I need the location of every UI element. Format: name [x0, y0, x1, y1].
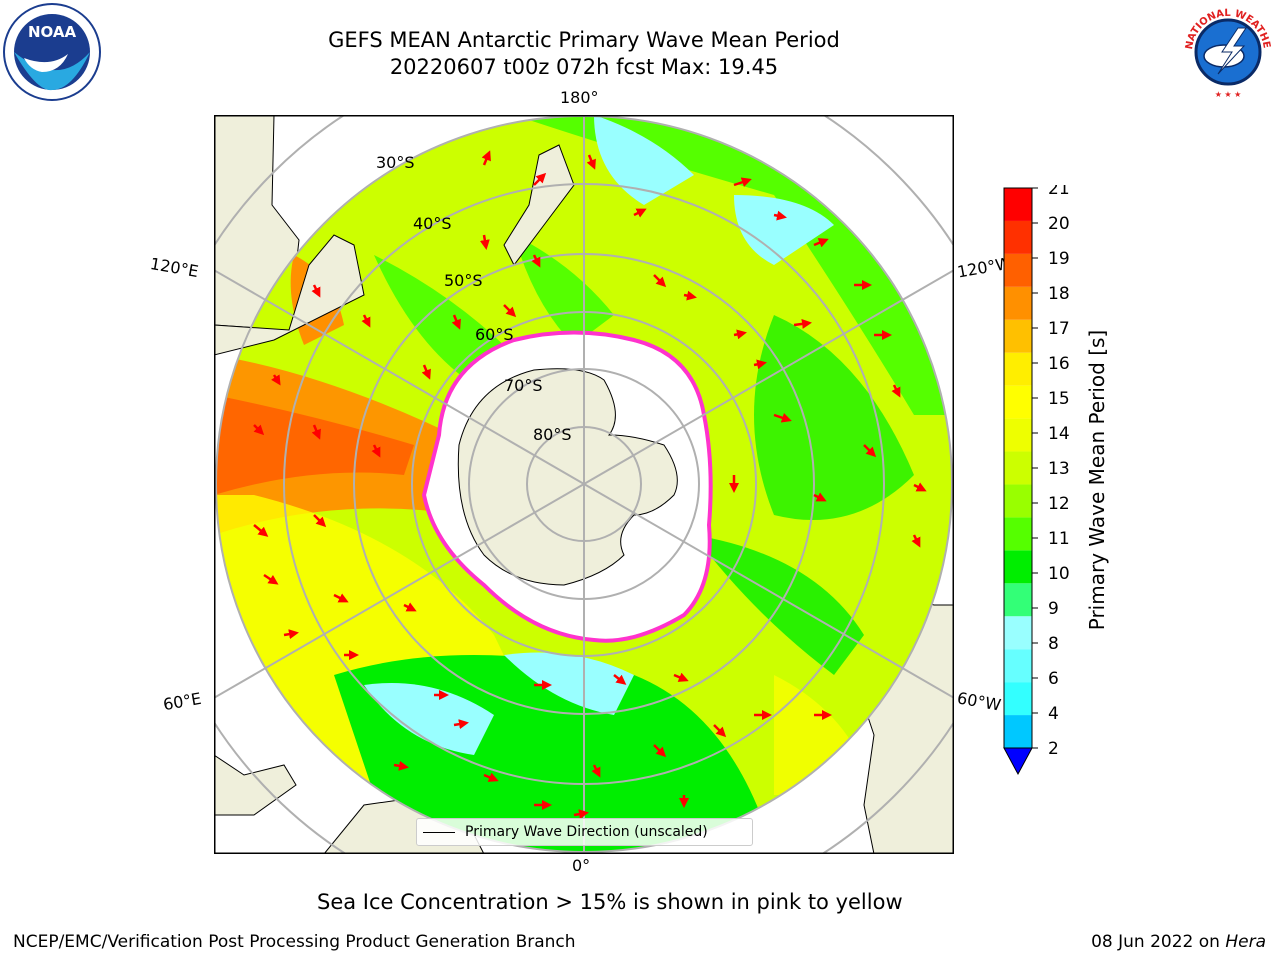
colorbar-segment: [1004, 484, 1032, 518]
lat-label-50s: 50°S: [444, 271, 483, 290]
colorbar-tick-label: 18: [1048, 284, 1070, 304]
colorbar-extend-arrow: [1003, 747, 1033, 776]
map-subtitle: 20220607 t00z 072h fcst Max: 19.45: [389, 55, 779, 79]
sea-ice-caption: Sea Ice Concentration > 15% is shown in …: [317, 890, 903, 914]
colorbar-tick-label: 16: [1048, 354, 1070, 374]
lat-label-40s: 40°S: [413, 214, 452, 233]
colorbar-segment: [1004, 418, 1032, 452]
noaa-logo-text: NOAA: [28, 23, 77, 41]
colorbar-segment: [1004, 649, 1032, 683]
footer-date: 08 Jun 2022 on Hera: [1091, 932, 1266, 952]
land-new-zealand: [503, 144, 575, 266]
land-australia: [214, 234, 365, 356]
lon-label-120e: 120°E: [148, 253, 200, 282]
colorbar-segment: [1004, 616, 1032, 650]
colorbar-segment: [1004, 583, 1032, 617]
colorbar-tick-label: 10: [1048, 564, 1070, 584]
colorbar-segment: [1004, 286, 1032, 320]
colorbar-segment: [1004, 517, 1032, 551]
lon-label-0: 0°: [572, 856, 591, 875]
colorbar: 2 4 6 8 9 10 11 12 13 14 15 16 17 18 19 20 21 Primary Wa…: [1003, 185, 1109, 776]
colorbar-tick-label: 13: [1048, 459, 1070, 479]
colorbar-segment: [1004, 451, 1032, 485]
colorbar-tick-label: 14: [1048, 424, 1070, 444]
lon-label-60w: 60°W: [955, 688, 1003, 715]
colorbar-segment: [1004, 188, 1032, 221]
lat-label-60s: 60°S: [475, 325, 514, 344]
lat-label-80s: 80°S: [533, 425, 572, 444]
colorbar-segment: [1004, 319, 1032, 353]
legend-line-sample: [423, 831, 455, 833]
colorbar-tick-label: 15: [1048, 389, 1070, 409]
polar-map: [214, 115, 954, 854]
nws-logo: NATIONAL WEATHER SERVICE ★ ★ ★: [1178, 2, 1275, 99]
lat-label-30s: 30°S: [376, 153, 415, 172]
footer-host: Hera: [1225, 932, 1266, 952]
colorbar-segments: [1003, 187, 1033, 776]
colorbar-segment: [1004, 550, 1032, 584]
colorbar-label: Primary Wave Mean Period [s]: [1085, 330, 1109, 631]
lon-label-60e: 60°E: [161, 688, 203, 715]
colorbar-ticks: 2 4 6 8 9 10 11 12 13 14 15 16 17 18 19 20 21: [1032, 185, 1070, 759]
colorbar-segment: [1004, 220, 1032, 254]
colorbar-tick-label: 8: [1048, 634, 1059, 654]
map-title: GEFS MEAN Antarctic Primary Wave Mean Pe…: [328, 28, 840, 52]
colorbar-segment: [1004, 715, 1032, 748]
colorbar-tick-label: 17: [1048, 319, 1070, 339]
colorbar-tick-label: 6: [1048, 669, 1059, 689]
colorbar-segment: [1004, 352, 1032, 386]
colorbar-tick-label: 21: [1048, 185, 1070, 199]
colorbar-tick-label: 20: [1048, 214, 1070, 234]
legend-label: Primary Wave Direction (unscaled): [465, 824, 708, 840]
map-legend: Primary Wave Direction (unscaled): [416, 818, 753, 846]
colorbar-segment: [1004, 253, 1032, 287]
noaa-logo: NOAA: [3, 3, 101, 101]
footer-branch: NCEP/EMC/Verification Post Processing Pr…: [13, 932, 576, 952]
colorbar-tick-label: 2: [1048, 739, 1059, 759]
footer-date-text: 08 Jun 2022 on: [1091, 932, 1220, 952]
land-australia-edge: [214, 115, 300, 331]
colorbar-tick-label: 12: [1048, 494, 1070, 514]
svg-text:★ ★ ★: ★ ★ ★: [1215, 90, 1242, 99]
land-madagascar: [214, 754, 297, 816]
wave-direction-arrows: [253, 150, 927, 820]
colorbar-tick-label: 19: [1048, 249, 1070, 269]
colorbar-tick-label: 11: [1048, 529, 1070, 549]
lon-label-180: 180°: [560, 88, 599, 107]
colorbar-tick-label: 9: [1048, 599, 1059, 619]
colorbar-segment: [1004, 682, 1032, 716]
colorbar-tick-label: 4: [1048, 704, 1059, 724]
lat-label-70s: 70°S: [504, 376, 543, 395]
colorbar-segment: [1004, 385, 1032, 419]
